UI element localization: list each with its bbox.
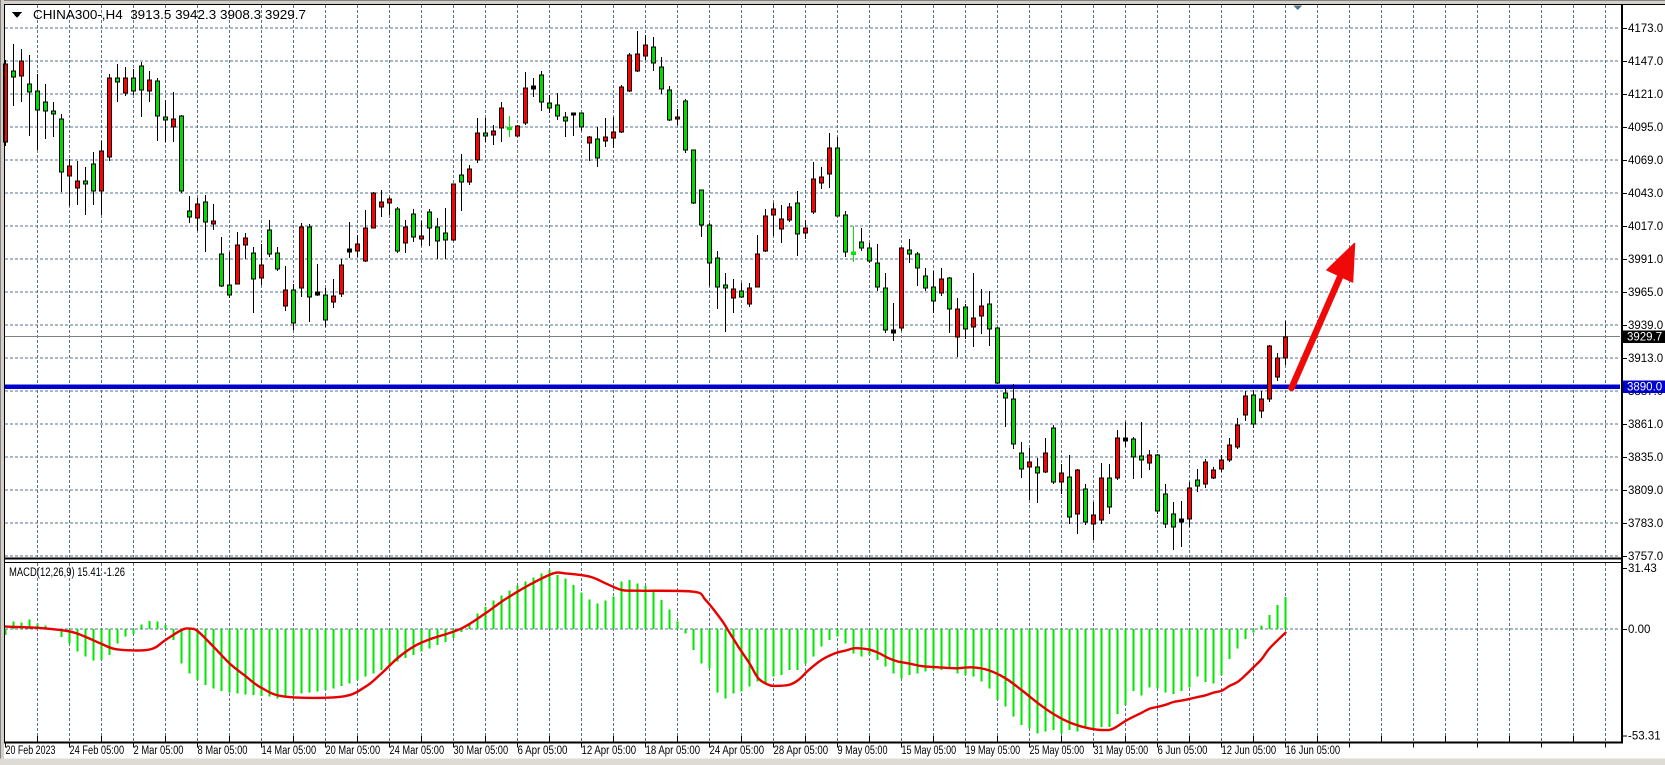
svg-text:24 Feb 05:00: 24 Feb 05:00: [70, 745, 125, 757]
svg-text:4173.0: 4173.0: [1628, 23, 1663, 35]
svg-text:18 Apr 05:00: 18 Apr 05:00: [646, 745, 701, 757]
svg-text:MACD(12,26,9) 15.41 -1.26: MACD(12,26,9) 15.41 -1.26: [9, 567, 125, 579]
svg-text:20 Mar 05:00: 20 Mar 05:00: [326, 745, 381, 757]
svg-text:20 Feb 2023: 20 Feb 2023: [6, 745, 56, 757]
svg-text:4069.0: 4069.0: [1628, 155, 1663, 167]
svg-text:4043.0: 4043.0: [1628, 188, 1663, 200]
svg-text:3835.0: 3835.0: [1628, 452, 1663, 464]
svg-text:19 May 05:00: 19 May 05:00: [966, 745, 1021, 757]
svg-text:31.43: 31.43: [1628, 563, 1657, 575]
svg-text:6 Apr 05:00: 6 Apr 05:00: [518, 745, 568, 757]
svg-text:30 Mar 05:00: 30 Mar 05:00: [454, 745, 509, 757]
svg-text:-53.31: -53.31: [1628, 731, 1661, 743]
svg-text:31 May 05:00: 31 May 05:00: [1094, 745, 1149, 757]
svg-text:0.00: 0.00: [1628, 624, 1650, 636]
svg-text:4095.0: 4095.0: [1628, 122, 1663, 134]
svg-text:24 Apr 05:00: 24 Apr 05:00: [710, 745, 765, 757]
svg-text:24 Mar 05:00: 24 Mar 05:00: [390, 745, 445, 757]
svg-text:14 Mar 05:00: 14 Mar 05:00: [262, 745, 317, 757]
svg-text:15 May 05:00: 15 May 05:00: [902, 745, 957, 757]
svg-text:9 May 05:00: 9 May 05:00: [838, 745, 888, 757]
svg-text:12 Apr 05:00: 12 Apr 05:00: [582, 745, 637, 757]
svg-text:3913.0: 3913.0: [1628, 353, 1663, 365]
svg-text:3757.0: 3757.0: [1628, 551, 1663, 563]
svg-text:3929.7: 3929.7: [1627, 332, 1662, 344]
svg-text:3861.0: 3861.0: [1628, 419, 1663, 431]
svg-text:8 Mar 05:00: 8 Mar 05:00: [198, 745, 248, 757]
svg-text:3965.0: 3965.0: [1628, 287, 1663, 299]
svg-text:6 Jun 05:00: 6 Jun 05:00: [1158, 745, 1208, 757]
svg-text:16 Jun 05:00: 16 Jun 05:00: [1286, 745, 1341, 757]
svg-text:3939.0: 3939.0: [1628, 320, 1663, 332]
svg-text:4147.0: 4147.0: [1628, 56, 1663, 68]
svg-text:25 May 05:00: 25 May 05:00: [1030, 745, 1085, 757]
svg-text:2 Mar 05:00: 2 Mar 05:00: [134, 745, 184, 757]
svg-text:3809.0: 3809.0: [1628, 485, 1663, 497]
svg-text:3890.0: 3890.0: [1627, 382, 1662, 394]
svg-text:3783.0: 3783.0: [1628, 518, 1663, 530]
svg-text:4017.0: 4017.0: [1628, 221, 1663, 233]
svg-text:28 Apr 05:00: 28 Apr 05:00: [774, 745, 829, 757]
svg-text:4121.0: 4121.0: [1628, 89, 1663, 101]
svg-text:12 Jun 05:00: 12 Jun 05:00: [1222, 745, 1277, 757]
svg-text:CHINA300-,H4 3913.5 3942.3 39: CHINA300-,H4 3913.5 3942.3 3908.3 3929.7: [33, 7, 306, 22]
svg-text:3991.0: 3991.0: [1628, 254, 1663, 266]
